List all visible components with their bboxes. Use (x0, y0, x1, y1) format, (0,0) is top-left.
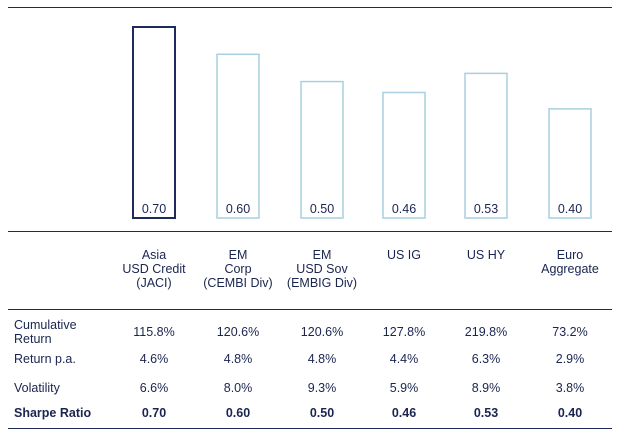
table-cell: 0.40 (557, 406, 583, 420)
table-cell: 4.4% (389, 352, 419, 366)
table-bottom-rule (8, 428, 612, 429)
table-cell: 2.9% (555, 352, 585, 366)
bar-value-label: 0.60 (226, 202, 250, 216)
category-label: EM USD Sov (EMBIG Div) (286, 248, 358, 290)
table-cell: 127.8% (382, 325, 426, 339)
table-cell: 9.3% (307, 381, 337, 395)
top-rule (8, 7, 612, 8)
table-row-label: Cumulative Return (14, 318, 77, 346)
bar-value-label: 0.40 (558, 202, 582, 216)
bar-1 (216, 53, 260, 219)
header-bottom-rule (8, 309, 612, 310)
table-cell: 8.9% (471, 381, 501, 395)
table-cell: 4.6% (139, 352, 169, 366)
table-cell: 4.8% (223, 352, 253, 366)
chart-baseline-rule (8, 231, 612, 232)
table-row-label: Sharpe Ratio (14, 406, 92, 420)
table-cell: 3.8% (555, 381, 585, 395)
table-row-label: Volatility (14, 381, 60, 395)
bar-value-label: 0.46 (392, 202, 416, 216)
table-cell: 6.6% (139, 381, 169, 395)
table-cell: 0.53 (473, 406, 499, 420)
table-cell: 115.8% (133, 325, 175, 339)
bar-value-label: 0.70 (142, 202, 166, 216)
category-label: Asia USD Credit (JACI) (122, 248, 186, 290)
bar-0 (132, 26, 176, 219)
bar-2 (300, 80, 344, 219)
table-cell: 4.8% (307, 352, 337, 366)
bar-4 (464, 72, 508, 219)
table-cell: 120.6% (216, 325, 260, 339)
table-cell: 120.6% (300, 325, 344, 339)
table-cell: 8.0% (223, 381, 253, 395)
category-label: US HY (466, 248, 506, 262)
table-cell: 6.3% (471, 352, 501, 366)
category-label: US IG (386, 248, 422, 262)
bar-value-label: 0.53 (474, 202, 498, 216)
table-cell: 0.60 (225, 406, 251, 420)
bar-3 (382, 91, 426, 219)
bar-chart: 0.70 0.60 0.50 0.46 0.53 0.40 (132, 26, 592, 219)
bar-5 (548, 108, 592, 219)
table-cell: 0.50 (309, 406, 335, 420)
table-cell: 0.46 (391, 406, 417, 420)
table-cell: 5.9% (389, 381, 419, 395)
table-cell: 219.8% (464, 325, 508, 339)
category-label: EM Corp (CEMBI Div) (203, 248, 273, 290)
table-cell: 73.2% (552, 325, 588, 339)
table-row-label: Return p.a. (14, 352, 76, 366)
bar-value-label: 0.50 (310, 202, 334, 216)
table-cell: 0.70 (141, 406, 167, 420)
category-label: Euro Aggregate (541, 248, 599, 276)
